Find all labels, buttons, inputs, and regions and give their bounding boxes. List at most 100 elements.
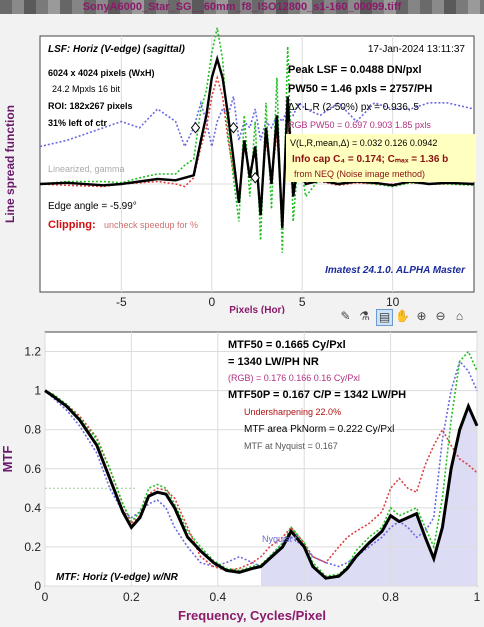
title-bar-tile: [372, 0, 384, 14]
mtf50-lwph: = 1340 LW/PH NR: [228, 356, 319, 368]
title-bar-tile: [168, 0, 180, 14]
window-title-bar: SonyA6000_Star_SG__60mm_f8_ISO12800_s1-1…: [0, 0, 484, 14]
title-bar-tile: [420, 0, 432, 14]
mtf-grid: [44, 332, 478, 587]
imatest-version: Imatest 24.1.0. ALPHA Master: [325, 265, 466, 276]
home-icon[interactable]: ⌂: [455, 309, 464, 323]
lsf-chart: -5 0 5 10 Line spread function Pixels (Hor)…: [3, 27, 476, 314]
lsf-linearized: Linearized, gamma: [48, 164, 125, 174]
mtf50: MTF50 = 0.1665 Cy/Pxl: [228, 339, 346, 351]
title-bar-tile: [72, 0, 84, 14]
undersharpening: Undersharpening 22.0%: [244, 407, 341, 417]
info-cap-box: [286, 134, 476, 182]
mtf-nyquist-area: [261, 406, 477, 586]
lsf-tick-label: -5: [116, 295, 127, 309]
rgb-pw50: RGB PW50 = 0.697 0.903 1.85 pxls: [288, 120, 431, 130]
title-bar-tile: [264, 0, 276, 14]
mtf-x-tick-label: 0.6: [296, 590, 313, 604]
mtf-y-tick-label: 1.2: [24, 345, 41, 359]
mtf-xlabel: Frequency, Cycles/Pixel: [178, 608, 326, 623]
zoom-in-icon[interactable]: ⊕: [416, 309, 427, 323]
lsf-dims: 6024 x 4024 pixels (WxH): [48, 68, 155, 78]
title-bar-tile: [156, 0, 168, 14]
mtf-ylabel: MTF: [0, 446, 15, 473]
title-bar-tile: [180, 0, 192, 14]
mtf-series: [44, 350, 479, 580]
title-bar-tile: [96, 0, 108, 14]
title-bar-tile: [348, 0, 360, 14]
lsf-marker: [228, 121, 239, 134]
title-bar-tile: [216, 0, 228, 14]
lsf-ylabel: Line spread function: [3, 105, 17, 223]
window-title: SonyA6000_Star_SG__60mm_f8_ISO12800_s1-1…: [82, 1, 402, 13]
mtf-chart: 0 0.2 0.4 0.6 0.8 1 0 0.2 0.4 0.6 0.8 1 1.2 MTF Fre…: [0, 331, 481, 623]
title-bar-tile: [312, 0, 324, 14]
title-bar-tile: [84, 0, 96, 14]
title-bar-tile: [288, 0, 300, 14]
title-bar-tile: [0, 0, 12, 14]
lsf-tick-label: 10: [386, 295, 400, 309]
title-bar-tile: [60, 0, 72, 14]
lsf-edge-angle: Edge angle = -5.99°: [48, 201, 137, 212]
mtf-y-tick-label: 0.4: [24, 501, 41, 515]
title-bar-tile: [444, 0, 456, 14]
mtf-x-tick-label: 0.8: [382, 590, 399, 604]
mtf-area: MTF area PkNorm = 0.222 Cy/Pxl: [244, 424, 394, 435]
lsf-tick-label: 0: [208, 295, 215, 309]
title-bar-tile: [24, 0, 36, 14]
title-bar-tile: [204, 0, 216, 14]
mtf-area-fill: [261, 406, 477, 586]
lsf-date: 17-Jan-2024 13:11:37: [368, 44, 466, 55]
mtf-x-tick-label: 0: [42, 590, 49, 604]
neq-note: from NEQ (Noise image method): [294, 169, 425, 179]
info-cap: Info cap C₄ = 0.174; Cₘₐₓ = 1.36 b: [292, 154, 448, 165]
lsf-series-line: [39, 74, 474, 216]
pan-icon[interactable]: ✋: [395, 309, 410, 323]
title-bar-tile: [468, 0, 480, 14]
title-bar-tile: [396, 0, 408, 14]
title-bar-tile: [276, 0, 288, 14]
title-bar-tile: [384, 0, 396, 14]
mtf50p: MTF50P = 0.167 C/P = 1342 LW/PH: [228, 389, 406, 401]
title-bar-tile: [48, 0, 60, 14]
peak-lsf: Peak LSF = 0.0488 DN/pxl: [288, 64, 422, 76]
lsf-heading: LSF: Horiz (V-edge) (sagittal): [48, 44, 186, 55]
lsf-markers: [190, 121, 260, 184]
title-bar-tile: [132, 0, 144, 14]
mtf-y-tick-label: 1: [34, 384, 41, 398]
title-bar-tile: [228, 0, 240, 14]
mtf-x-tick-label: 1: [474, 590, 481, 604]
v-lr-mean: V(L,R,mean,Δ) = 0.032 0.126 0.0942: [290, 138, 437, 148]
lsf-roi: ROI: 182x267 pixels: [48, 101, 133, 111]
mtf-y-tick-label: 0: [34, 579, 41, 593]
flask-icon[interactable]: ⚗: [359, 309, 370, 323]
mtf-y-tick-label: 0.2: [24, 540, 41, 554]
data-tip-icon[interactable]: ▤: [376, 309, 393, 326]
title-bar-tile: [324, 0, 336, 14]
mtf-y-ticks: 0 0.2 0.4 0.6 0.8 1 1.2: [24, 345, 41, 593]
mtf-at-nyquist: MTF at Nyquist = 0.167: [244, 441, 338, 451]
zoom-out-icon[interactable]: ⊖: [435, 309, 446, 323]
title-bar-tile: [360, 0, 372, 14]
clipping-note: uncheck speedup for %: [104, 220, 198, 230]
mtf-y-tick-label: 0.8: [24, 423, 41, 437]
title-bar-tile: [252, 0, 264, 14]
lsf-mpxls: 24.2 Mpxls 16 bit: [52, 84, 121, 94]
mtf-series-line: [44, 389, 478, 572]
brush-icon[interactable]: ✎: [340, 309, 351, 323]
title-bar-tile: [120, 0, 132, 14]
title-bar-tile: [36, 0, 48, 14]
title-bar-tile: [144, 0, 156, 14]
pw50: PW50 = 1.46 pxls = 2757/PH: [288, 83, 432, 95]
mtf-series-line: [44, 350, 478, 578]
lsf-x-ticks: -5 0 5 10: [116, 295, 400, 309]
mtf-x-tick-label: 0.2: [123, 590, 140, 604]
lsf-xlabel: Pixels (Hor): [229, 305, 285, 314]
nyquist-label: Nyquist f: [262, 534, 298, 544]
title-bar-tile: [456, 0, 468, 14]
lsf-tick-label: 5: [299, 295, 306, 309]
title-bar-tile: [240, 0, 252, 14]
mtf50-rgb: (RGB) = 0.176 0.166 0.16 Cy/Pxl: [228, 373, 360, 383]
lsf-marker: [250, 171, 260, 184]
lsf-series-line: [39, 96, 475, 149]
